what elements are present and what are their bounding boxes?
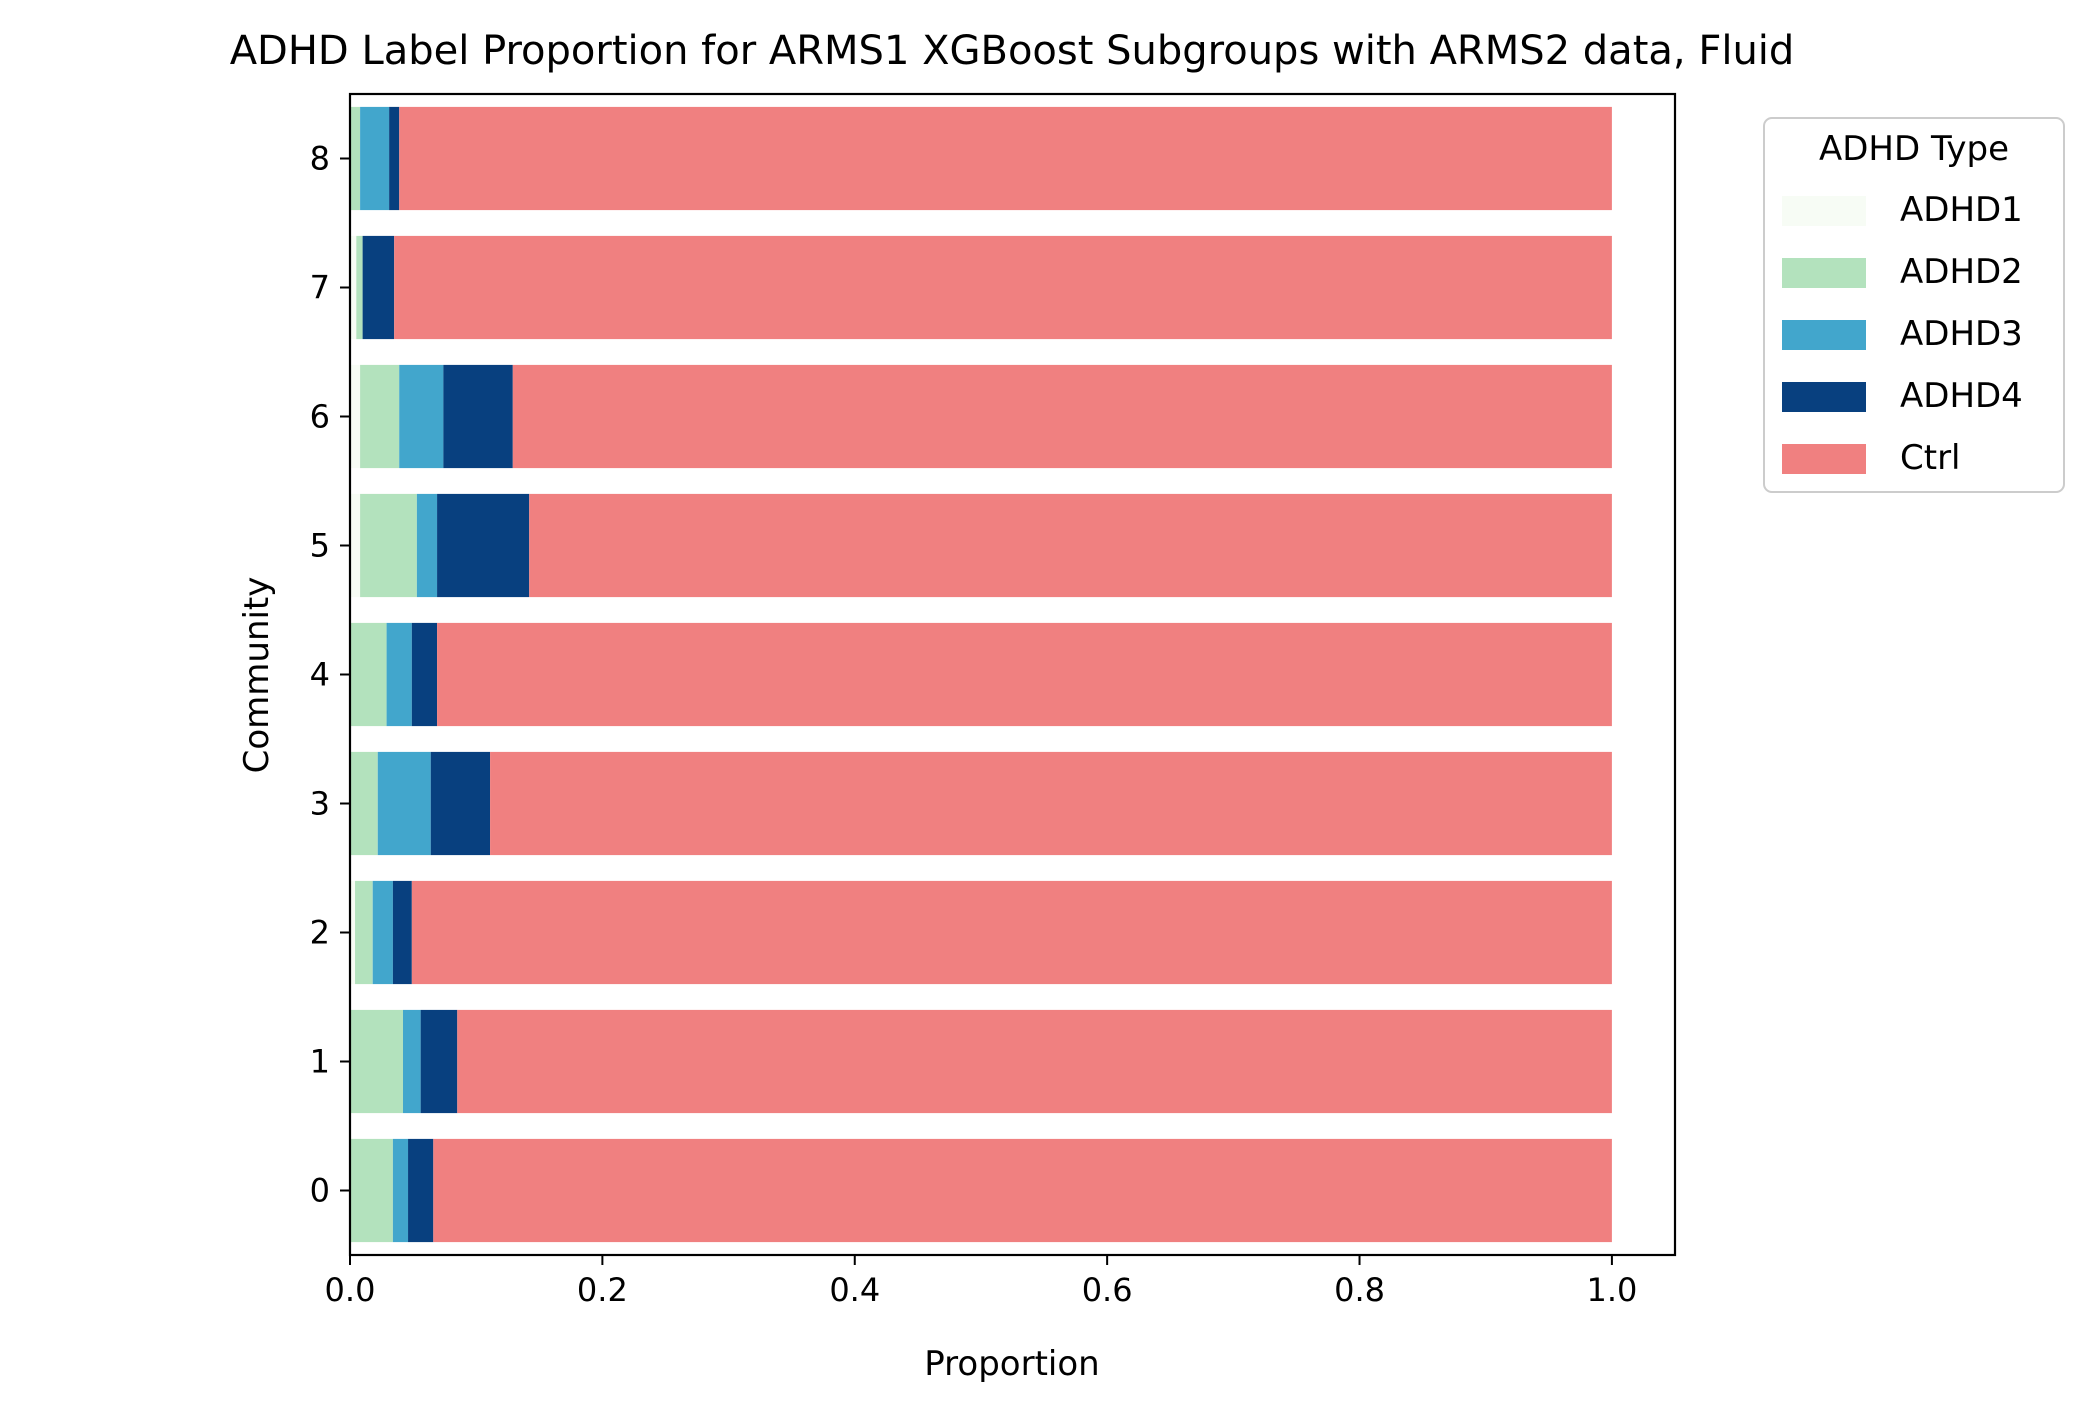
bar-adhd4-community-3 [430, 751, 491, 856]
x-tick-label: 0.0 [325, 1271, 376, 1309]
y-tick-label: 3 [310, 785, 330, 823]
x-axis-label: Proportion [924, 1344, 1099, 1384]
y-axis-label: Community [237, 577, 277, 774]
legend-swatch-adhd4 [1782, 382, 1866, 412]
y-tick-label: 8 [310, 140, 330, 178]
bar-adhd4-community-4 [411, 622, 438, 727]
bar-adhd3-community-2 [372, 880, 393, 985]
bar-ctrl-community-3 [490, 751, 1612, 856]
bars-layer [350, 106, 1612, 1243]
bar-ctrl-community-6 [512, 364, 1612, 469]
y-tick-label: 6 [310, 398, 330, 436]
bar-adhd1-community-7 [350, 235, 357, 340]
bar-adhd3-community-5 [416, 493, 438, 598]
bar-adhd4-community-5 [437, 493, 530, 598]
legend-label-adhd4: ADHD4 [1900, 376, 2023, 416]
bar-adhd3-community-4 [386, 622, 412, 727]
bar-ctrl-community-7 [394, 235, 1612, 340]
bar-adhd2-community-1 [350, 1009, 403, 1114]
bar-ctrl-community-8 [399, 106, 1612, 211]
bar-adhd1-community-5 [350, 493, 361, 598]
legend-label-adhd3: ADHD3 [1900, 314, 2023, 354]
y-tick-label: 0 [310, 1172, 330, 1210]
legend: ADHD Type ADHD1 ADHD2 ADHD3 ADHD4 Ctrl [1763, 117, 2065, 493]
bar-adhd2-community-3 [350, 751, 378, 856]
x-tick-label: 1.0 [1586, 1271, 1637, 1309]
bar-adhd1-community-2 [350, 880, 356, 985]
bar-ctrl-community-1 [457, 1009, 1612, 1114]
bar-adhd4-community-0 [408, 1138, 434, 1243]
bar-ctrl-community-0 [433, 1138, 1612, 1243]
bar-adhd2-community-2 [355, 880, 373, 985]
legend-swatch-adhd1 [1782, 196, 1866, 226]
bar-adhd3-community-6 [399, 364, 444, 469]
bar-ctrl-community-5 [529, 493, 1612, 598]
bar-ctrl-community-2 [411, 880, 1612, 985]
bar-adhd3-community-1 [403, 1009, 421, 1114]
bar-adhd4-community-7 [362, 235, 395, 340]
y-tick-label: 7 [310, 269, 330, 307]
bar-adhd4-community-2 [392, 880, 412, 985]
legend-swatch-adhd2 [1782, 258, 1866, 288]
x-tick-label: 0.2 [577, 1271, 628, 1309]
bar-adhd2-community-6 [360, 364, 400, 469]
y-axis: 0 1 2 3 4 5 6 7 8 [310, 140, 350, 1210]
legend-swatch-adhd3 [1782, 320, 1866, 350]
legend-label-ctrl: Ctrl [1900, 438, 1961, 478]
legend-label-adhd1: ADHD1 [1900, 190, 2023, 230]
bar-adhd2-community-8 [350, 106, 361, 211]
bar-adhd2-community-5 [360, 493, 417, 598]
x-tick-label: 0.4 [829, 1271, 880, 1309]
legend-title: ADHD Type [1819, 129, 2009, 169]
bar-adhd4-community-6 [443, 364, 513, 469]
bar-adhd3-community-3 [377, 751, 431, 856]
legend-items: ADHD1 ADHD2 ADHD3 ADHD4 Ctrl [1782, 190, 2023, 478]
chart-title: ADHD Label Proportion for ARMS1 XGBoost … [230, 28, 1795, 74]
bar-adhd2-community-4 [350, 622, 387, 727]
y-tick-label: 1 [310, 1043, 330, 1081]
legend-swatch-ctrl [1782, 444, 1866, 474]
x-tick-label: 0.8 [1334, 1271, 1385, 1309]
bar-adhd2-community-0 [350, 1138, 393, 1243]
y-tick-label: 2 [310, 914, 330, 952]
legend-label-adhd2: ADHD2 [1900, 252, 2023, 292]
x-axis: 0.0 0.2 0.4 0.6 0.8 1.0 [325, 1255, 1637, 1309]
bar-adhd1-community-6 [350, 364, 361, 469]
bar-adhd3-community-0 [392, 1138, 409, 1243]
bar-ctrl-community-4 [437, 622, 1612, 727]
bar-adhd2-community-7 [356, 235, 363, 340]
bar-adhd4-community-8 [389, 106, 400, 211]
bar-adhd3-community-8 [360, 106, 390, 211]
y-tick-label: 5 [310, 527, 330, 565]
bar-adhd4-community-1 [420, 1009, 458, 1114]
legend-box [1763, 117, 2065, 493]
y-tick-label: 4 [310, 656, 330, 694]
x-tick-label: 0.6 [1082, 1271, 1133, 1309]
